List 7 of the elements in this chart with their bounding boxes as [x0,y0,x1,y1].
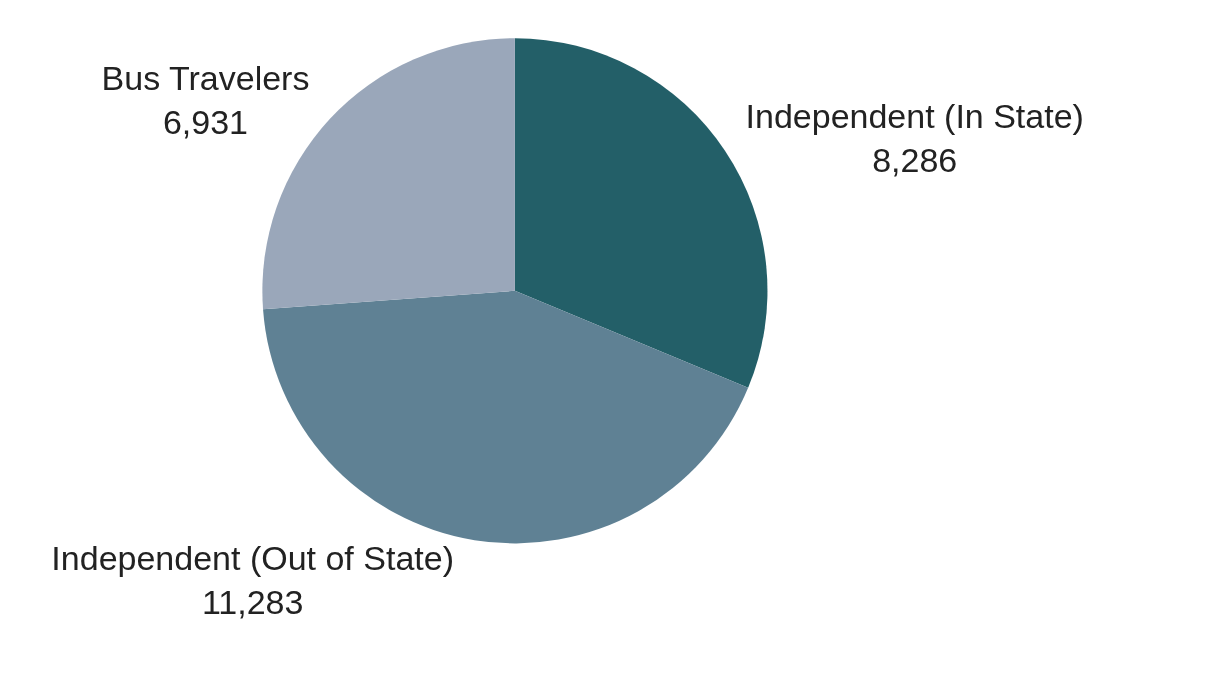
slice-label: Independent (In State) [745,96,1084,135]
data-label: 11,283 [201,583,304,622]
slice-label: Independent (Out of State) [51,539,454,578]
pie-slice [263,290,749,544]
data-label: 8,286 [872,141,958,180]
data-label: 6,931 [162,102,249,141]
slice-label: Bus Travelers [101,58,310,97]
